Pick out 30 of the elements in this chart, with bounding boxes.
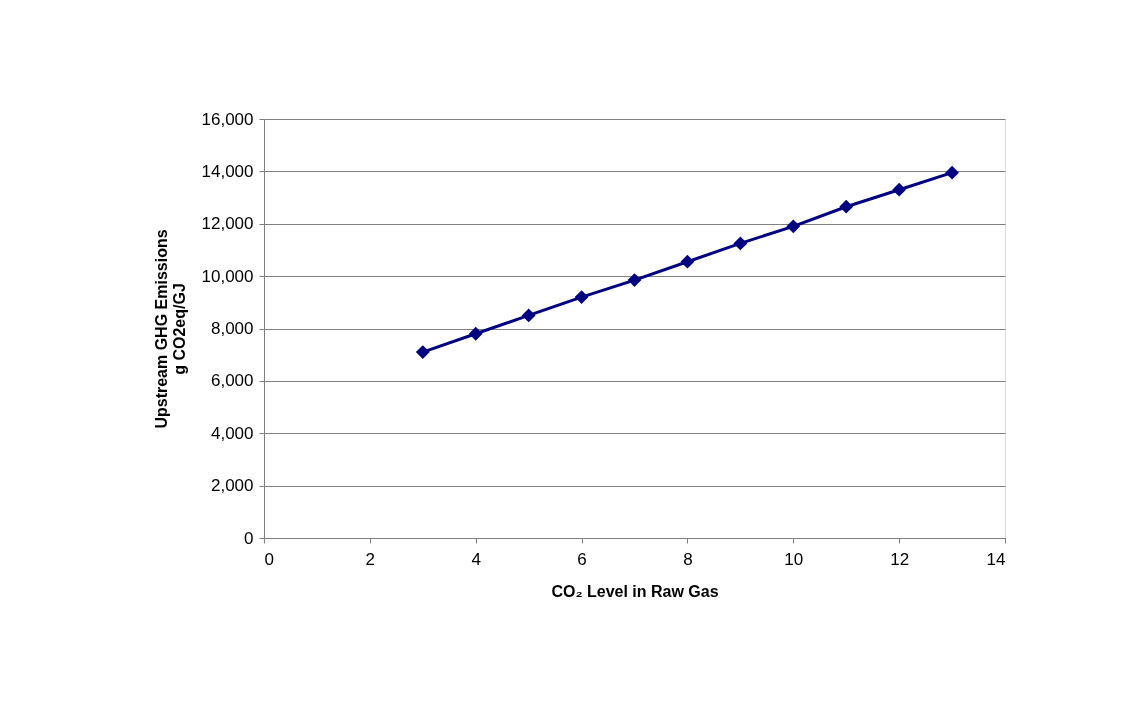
x-tick-label: 0 <box>264 549 274 569</box>
x-tick-label: 4 <box>471 549 481 569</box>
point <box>892 182 907 197</box>
point <box>786 219 801 234</box>
x-tick-label: 10 <box>784 549 804 569</box>
point <box>627 273 642 287</box>
x-tick-label: 8 <box>683 549 693 569</box>
x-tick-label: 2 <box>365 549 376 569</box>
point <box>680 254 695 269</box>
point <box>521 308 536 323</box>
point <box>839 199 854 214</box>
point <box>574 290 589 304</box>
y-tick-label: 14,000 <box>201 161 254 181</box>
x-axis-title: CO₂ Level in Raw Gas <box>551 582 719 600</box>
y-tick-label: 2,000 <box>210 476 254 496</box>
point <box>733 236 748 251</box>
x-tick-label: 14 <box>986 549 1006 569</box>
y-tick-label: 6,000 <box>210 371 254 391</box>
y-tick-label: 12,000 <box>201 214 254 234</box>
y-tick-label: 16,000 <box>201 109 254 129</box>
y-tick-label: 8,000 <box>210 319 254 338</box>
point <box>945 165 959 180</box>
y-axis-title: Upstream GHG Emissions g CO2eq/GJ <box>152 229 188 429</box>
y-tick-label: 0 <box>244 528 254 548</box>
x-tick-label: 12 <box>890 549 910 569</box>
point <box>415 345 430 359</box>
x-tick-label: 6 <box>577 549 587 569</box>
y-tick-label: 10,000 <box>201 266 254 286</box>
point <box>468 326 483 341</box>
y-tick-label: 4,000 <box>210 423 254 443</box>
